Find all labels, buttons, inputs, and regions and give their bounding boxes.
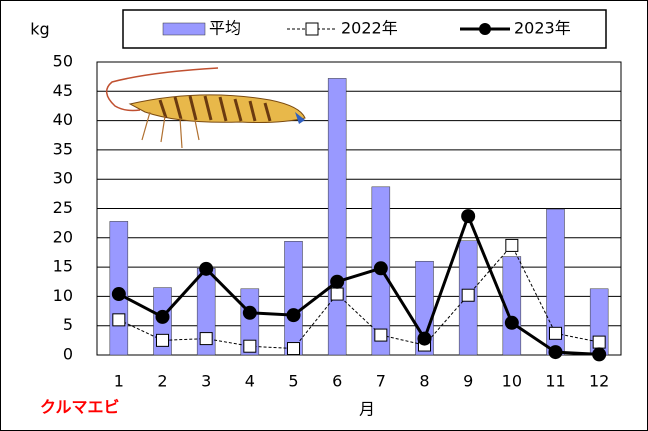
line-marker [111,287,126,302]
line-marker [286,308,301,323]
shrimp-illustration [106,67,306,149]
x-tick-label: 5 [288,372,298,391]
y-tick-label: 40 [53,110,73,129]
line-marker [505,238,519,252]
legend-label: 平均 [209,19,241,38]
bar [327,78,347,356]
plot-frame [96,61,622,356]
x-tick-label: 10 [502,372,522,391]
legend-swatch [162,22,206,36]
x-tick-label: 7 [376,372,386,391]
x-axis-label: 月 [359,400,375,419]
x-tick-label: 6 [332,372,342,391]
x-tick-label: 9 [463,372,473,391]
line-marker [287,342,300,356]
bar [284,241,303,356]
line-marker [243,339,257,353]
y-tick-label: 5 [63,315,73,334]
legend-marker [305,22,319,36]
line-marker [504,315,519,330]
legend-label: 2023年 [514,19,571,38]
line-marker [461,288,475,302]
legend-marker [479,23,491,35]
line-marker [330,274,345,289]
line-marker [156,333,169,347]
y-tick-label: 25 [53,198,73,217]
line-marker [330,287,344,301]
line-marker [199,332,213,346]
line-marker [592,347,607,362]
line-marker [417,331,432,346]
line-marker [592,335,606,349]
bar [240,288,260,356]
y-tick-label: 10 [53,286,73,305]
x-tick-label: 8 [419,372,429,391]
legend-label: 2022年 [341,19,398,38]
y-tick-label: 50 [53,52,73,71]
y-tick-label: 0 [63,345,73,364]
line-marker [155,309,170,324]
y-tick-label: 45 [53,81,73,100]
bar [502,256,522,356]
line-marker [548,345,563,360]
annotation: クルマエビ [40,398,120,417]
line-marker [199,261,214,276]
x-tick-label: 3 [201,372,211,391]
line-marker [373,261,388,276]
x-tick-label: 12 [589,372,609,391]
line-marker [242,305,257,320]
y-axis-label: kg [30,20,49,39]
x-tick-label: 1 [114,372,124,391]
line-marker [461,209,476,224]
y-tick-label: 35 [53,139,73,158]
x-tick-label: 2 [157,372,167,391]
line-marker [374,328,388,342]
y-tick-label: 15 [53,257,73,276]
line-marker [112,313,126,327]
line-marker [549,326,562,340]
y-tick-label: 20 [53,227,73,246]
y-tick-label: 30 [53,169,73,188]
x-tick-label: 4 [245,372,255,391]
line [118,211,600,356]
x-tick-label: 11 [545,372,565,391]
